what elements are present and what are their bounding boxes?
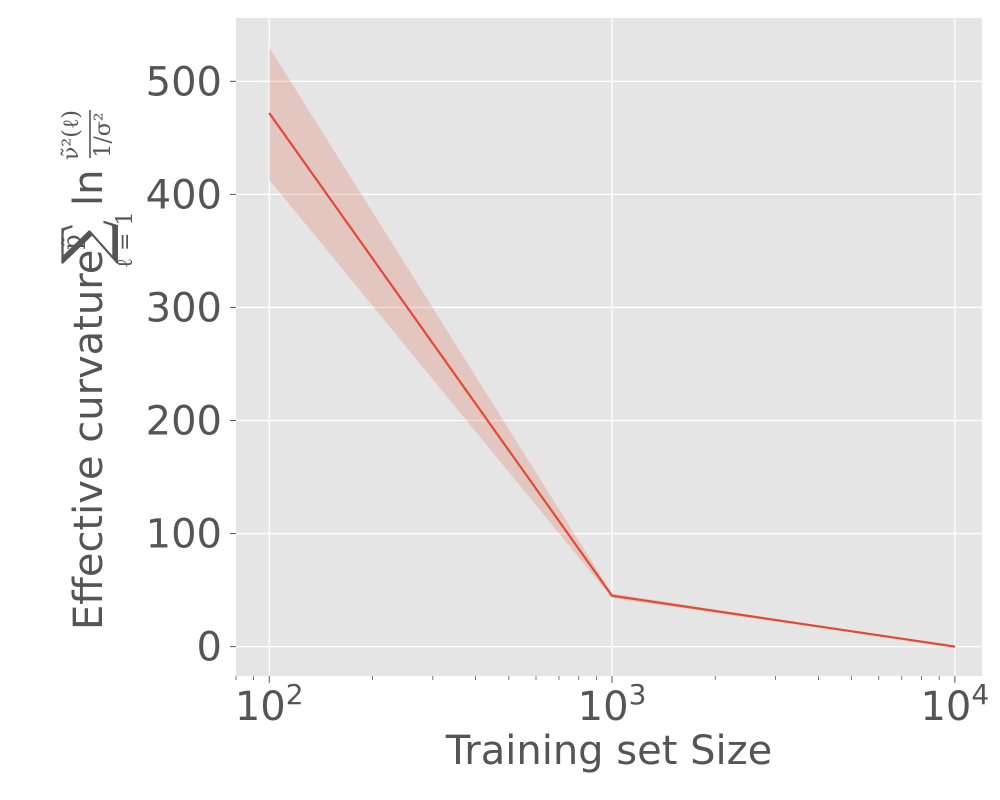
- y-axis-label-sum-top: p̃: [58, 234, 86, 249]
- y-axis-label-sum-symbol: ∑: [48, 220, 121, 264]
- x-axis-ticks: 102 103 104: [235, 676, 989, 730]
- y-axis-ticks: 0 100 200 300 400 500: [146, 59, 236, 671]
- x-tick-label: 104: [920, 678, 989, 730]
- series-line: [268, 112, 956, 648]
- y-tick-label: 200: [146, 398, 222, 444]
- y-axis-label-ln: ln: [66, 170, 112, 206]
- y-axis-label-denominator: 1/σ²: [91, 112, 116, 157]
- y-tick-label: 400: [146, 172, 222, 218]
- series-lines: [268, 112, 956, 648]
- confidence-band: [269, 47, 955, 647]
- y-axis-label-numerator: ν̃²(ℓ): [59, 110, 84, 160]
- x-axis-label: Training set Size: [445, 728, 773, 774]
- x-tick-label: 102: [235, 678, 304, 730]
- y-tick-label: 0: [197, 625, 222, 671]
- y-axis-label-sum-bottom: ℓ = 1: [113, 212, 138, 269]
- plot-background: [236, 18, 982, 676]
- x-tick-label: 103: [578, 678, 647, 730]
- y-tick-label: 300: [146, 285, 222, 331]
- y-tick-label: 100: [146, 512, 222, 558]
- y-tick-label: 500: [146, 59, 222, 105]
- y-axis-label-text: Effective curvature: [66, 250, 112, 630]
- confidence-bands: [269, 47, 955, 647]
- grid-lines: [236, 18, 982, 676]
- y-axis-label: Effective curvature p̃ ∑ ℓ = 1 ln ν̃²(ℓ)…: [48, 110, 138, 630]
